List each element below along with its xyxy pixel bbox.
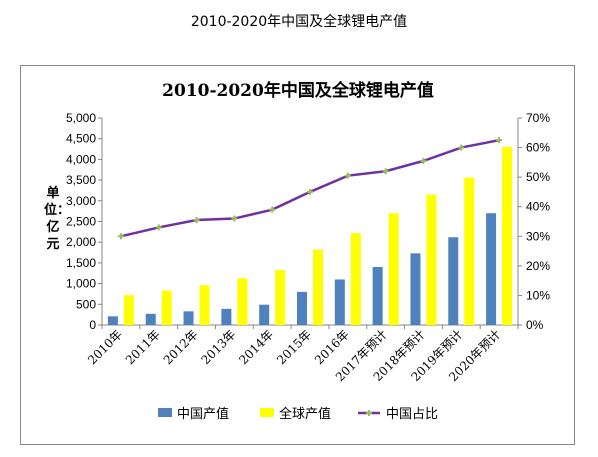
- china-share-point: [420, 157, 427, 164]
- global-output-bar: [313, 249, 323, 325]
- left-tick-label: 4,000: [66, 152, 96, 166]
- global-output-bar: [464, 177, 475, 325]
- china-share-point: [155, 224, 162, 231]
- right-tick-label: 50%: [526, 170, 550, 184]
- x-tick-label: 2015年: [274, 327, 314, 367]
- x-tick-label: 2011年: [123, 327, 163, 367]
- legend-china-share-marker: [366, 410, 372, 416]
- global-output-bar: [388, 213, 399, 325]
- right-tick-label: 0%: [526, 318, 544, 332]
- chart-frame: [20, 65, 575, 445]
- left-tick-label: 0: [89, 318, 96, 332]
- global-output-bar: [426, 194, 437, 325]
- china-share-point: [307, 188, 313, 195]
- right-tick-label: 60%: [526, 141, 550, 155]
- right-tick-label: 40%: [526, 200, 550, 214]
- global-output-bar: [275, 269, 286, 325]
- page-caption: 2010-2020年中国及全球锂电产值: [190, 14, 408, 30]
- china-output-bar: [221, 308, 232, 325]
- ratio-line: [117, 137, 503, 240]
- china-share-point: [231, 215, 238, 222]
- left-tick-label: 5,000: [66, 111, 96, 125]
- global-output-bar: [502, 146, 513, 325]
- china-share-point: [458, 144, 465, 151]
- axes: 0 500 1,000 1,500 2,000 2,500 3,000 3,500 4,000 4…: [66, 111, 550, 384]
- china-output-bar: [372, 267, 383, 325]
- left-tick-label: 2,500: [66, 215, 96, 229]
- left-tick-label: 3,500: [66, 173, 96, 187]
- x-tick-label: 2012年: [161, 327, 201, 367]
- right-tick-label: 10%: [526, 288, 550, 302]
- china-share-point: [496, 137, 503, 144]
- legend: 中国产值 全球产值 中国占比: [158, 406, 438, 422]
- china-output-bar: [448, 237, 459, 325]
- x-tick-label: 2013年: [199, 327, 239, 367]
- chart-title: 2010-2020年中国及全球锂电产值: [162, 80, 434, 101]
- china-share-line: [120, 138, 500, 238]
- left-tick-label: 2,000: [66, 235, 96, 249]
- china-output-bar: [334, 279, 345, 325]
- x-tick-label: 2014年: [236, 327, 276, 367]
- china-output-bar: [486, 213, 497, 325]
- left-tick-label: 3,000: [66, 194, 96, 208]
- china-share-point: [269, 206, 276, 213]
- china-output-bar: [259, 304, 270, 325]
- china-share-point: [382, 168, 389, 175]
- left-tick-label: 1,000: [66, 277, 96, 291]
- china-output-bar: [183, 311, 194, 325]
- china-output-bar: [145, 313, 156, 325]
- china-share-point: [344, 172, 351, 179]
- china-share-point: [193, 217, 200, 224]
- left-tick-label: 1,500: [66, 256, 96, 270]
- china-output-bar: [297, 291, 307, 325]
- global-output-bar: [350, 233, 361, 325]
- x-tick-label: 2010年: [85, 327, 125, 367]
- global-output-bar: [237, 278, 248, 325]
- bars: [107, 146, 513, 325]
- left-tick-label: 500: [76, 297, 96, 311]
- global-output-bar: [161, 290, 172, 325]
- china-share-point: [117, 233, 124, 240]
- china-output-bar: [410, 253, 421, 325]
- right-tick-label: 20%: [526, 259, 550, 273]
- legend-global-output-label: 全球产值: [279, 406, 331, 422]
- global-output-bar: [199, 285, 210, 325]
- china-output-bar: [107, 316, 118, 325]
- left-tick-label: 4,500: [66, 132, 96, 146]
- legend-china-share-label: 中国占比: [386, 407, 438, 422]
- legend-global-output-swatch: [260, 408, 274, 417]
- legend-china-output-label: 中国产值: [177, 406, 229, 422]
- global-output-bar: [123, 295, 134, 325]
- right-tick-label: 70%: [526, 111, 550, 125]
- right-tick-label: 30%: [526, 229, 550, 243]
- legend-china-output-swatch: [158, 408, 172, 417]
